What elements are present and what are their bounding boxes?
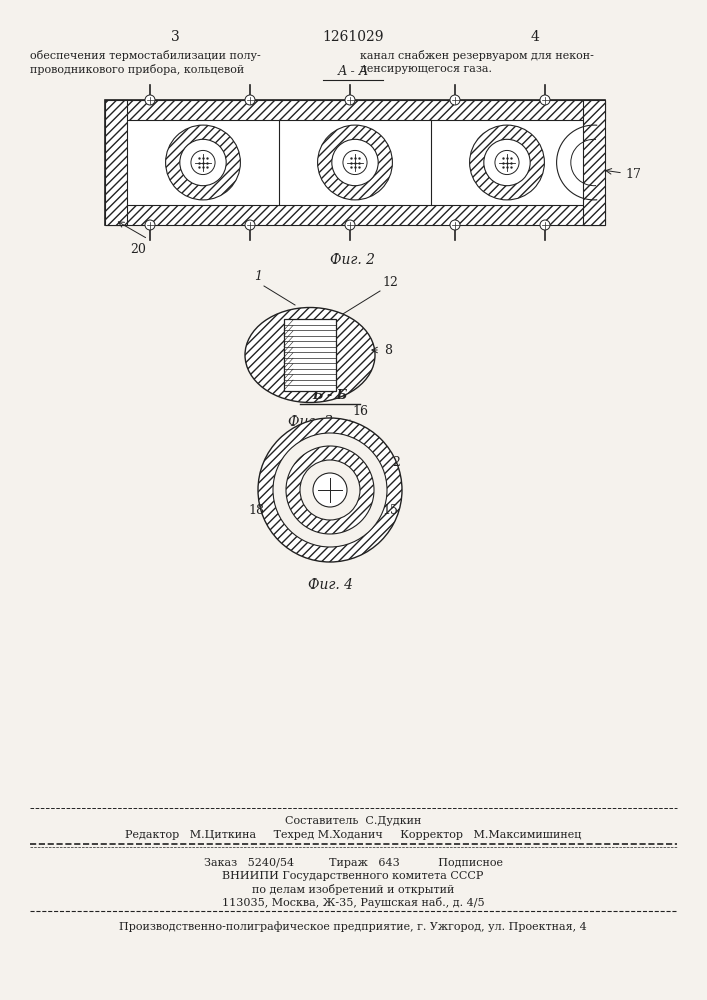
Text: 17: 17 <box>625 168 641 182</box>
Text: Фиг. 3: Фиг. 3 <box>288 415 332 429</box>
Text: Фиг. 4: Фиг. 4 <box>308 578 353 592</box>
Text: 3: 3 <box>170 30 180 44</box>
Bar <box>284 319 336 391</box>
Text: 20: 20 <box>130 243 146 256</box>
Text: 15: 15 <box>382 504 398 516</box>
Circle shape <box>450 220 460 230</box>
Circle shape <box>345 220 355 230</box>
Text: канал снабжен резервуаром для некон-: канал снабжен резервуаром для некон- <box>360 50 594 61</box>
Circle shape <box>469 125 544 200</box>
Text: денсирующегося газа.: денсирующегося газа. <box>360 64 492 74</box>
Text: Составитель  С.Дудкин: Составитель С.Дудкин <box>285 816 421 826</box>
Text: 12: 12 <box>382 276 398 289</box>
Circle shape <box>145 95 155 105</box>
Text: Редактор   М.Циткина     Техред М.Ходанич     Корректор   М.Максимишинец: Редактор М.Циткина Техред М.Ходанич Корр… <box>125 830 581 840</box>
Circle shape <box>191 150 215 175</box>
Text: 113035, Москва, Ж-35, Раушская наб., д. 4/5: 113035, Москва, Ж-35, Раушская наб., д. … <box>222 897 484 908</box>
Ellipse shape <box>245 308 375 402</box>
Bar <box>583 100 605 225</box>
Text: обеспечения термостабилизации полу-: обеспечения термостабилизации полу- <box>30 50 261 61</box>
Text: 1: 1 <box>254 270 262 283</box>
Circle shape <box>540 95 550 105</box>
Bar <box>105 100 127 225</box>
Bar <box>105 100 605 120</box>
Circle shape <box>258 418 402 562</box>
Text: по делам изобретений и открытий: по делам изобретений и открытий <box>252 884 454 895</box>
Circle shape <box>273 433 387 547</box>
Text: 4: 4 <box>530 30 539 44</box>
Circle shape <box>332 139 378 186</box>
Circle shape <box>286 446 374 534</box>
Text: Фиг. 2: Фиг. 2 <box>330 253 375 267</box>
Circle shape <box>343 150 367 175</box>
Circle shape <box>450 95 460 105</box>
Text: 2: 2 <box>392 456 400 468</box>
Circle shape <box>345 95 355 105</box>
Bar <box>105 205 605 225</box>
Text: А - А: А - А <box>337 65 368 78</box>
Text: 8: 8 <box>384 344 392 357</box>
Circle shape <box>145 220 155 230</box>
Circle shape <box>317 125 392 200</box>
Text: Производственно-полиграфическое предприятие, г. Ужгород, ул. Проектная, 4: Производственно-полиграфическое предприя… <box>119 921 587 932</box>
Text: 16: 16 <box>352 405 368 418</box>
Circle shape <box>245 95 255 105</box>
Text: Б - Б: Б - Б <box>312 389 348 402</box>
Circle shape <box>495 150 519 175</box>
Circle shape <box>165 125 240 200</box>
Text: проводникового прибора, кольцевой: проводникового прибора, кольцевой <box>30 64 244 75</box>
Circle shape <box>180 139 226 186</box>
Circle shape <box>484 139 530 186</box>
Text: ВНИИПИ Государственного комитета СССР: ВНИИПИ Государственного комитета СССР <box>222 871 484 881</box>
Circle shape <box>300 460 360 520</box>
Text: 18: 18 <box>248 504 264 516</box>
Circle shape <box>313 473 347 507</box>
Text: 1261029: 1261029 <box>322 30 384 44</box>
Text: Заказ   5240/54          Тираж   643           Подписное: Заказ 5240/54 Тираж 643 Подписное <box>204 858 503 868</box>
Circle shape <box>540 220 550 230</box>
Circle shape <box>245 220 255 230</box>
Bar <box>105 100 605 225</box>
